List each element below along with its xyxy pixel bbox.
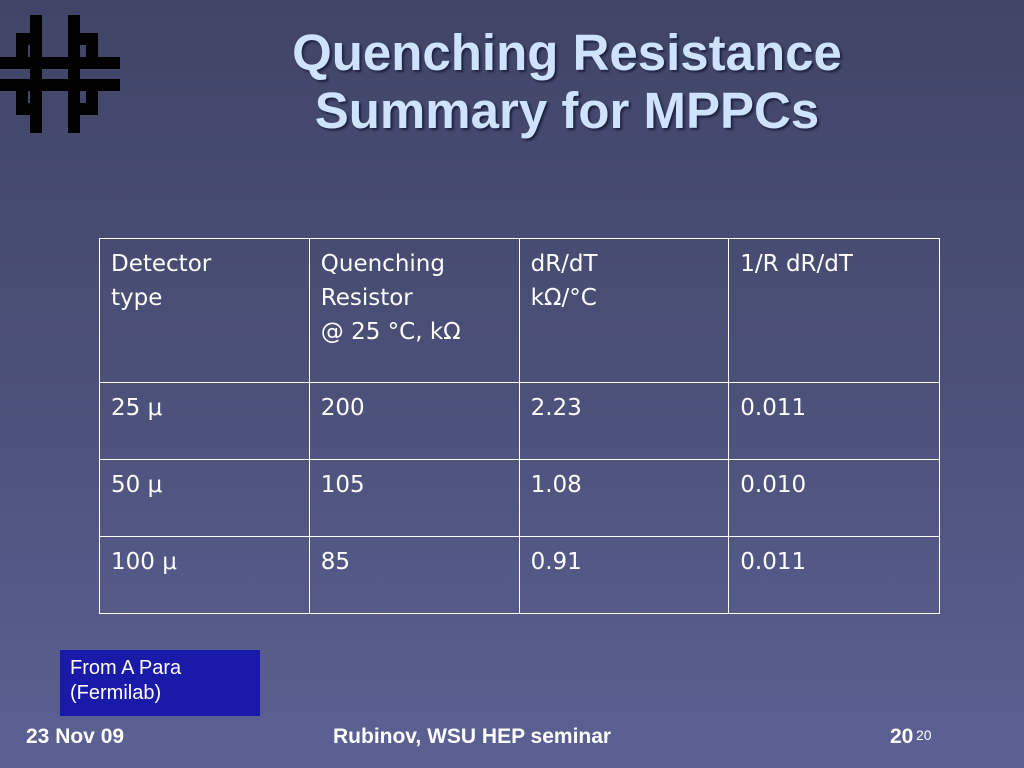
footer-presenter: Rubinov, WSU HEP seminar — [333, 725, 612, 748]
slide-number: 20 — [890, 725, 914, 748]
table-cell: 105 — [308, 459, 520, 537]
header-text: kΩ/°C — [530, 285, 597, 311]
table-cell: 1.08 — [518, 459, 730, 537]
table-cell: 85 — [308, 536, 520, 614]
title-line-2: Summary for MPPCs — [314, 82, 820, 139]
note-line-1: From A Para — [70, 657, 182, 679]
table-row: 25 μ 200 2.23 0.011 — [99, 382, 940, 460]
quenching-resistance-table: Detector type Quenching Resistor @ 25 °C… — [99, 238, 940, 614]
table-cell: 0.91 — [518, 536, 730, 614]
table-cell: 0.011 — [728, 536, 940, 614]
slide-number-superscript: 20 — [916, 727, 932, 743]
header-relative-dr-dt: 1/R dR/dT — [728, 238, 940, 383]
table-row: 50 μ 105 1.08 0.010 — [99, 459, 940, 537]
header-text: Quenching — [320, 251, 445, 277]
table-cell: 0.011 — [728, 382, 940, 460]
source-note: From A Para (Fermilab) — [60, 650, 260, 716]
table-header-row: Detector type Quenching Resistor @ 25 °C… — [99, 238, 940, 383]
table-cell: 0.010 — [728, 459, 940, 537]
header-text: Detector — [111, 251, 212, 277]
table-row: 100 μ 85 0.91 0.011 — [99, 536, 940, 614]
title-line-1: Quenching Resistance — [292, 24, 842, 81]
header-text: 1/R dR/dT — [740, 251, 853, 277]
header-text: Resistor — [320, 285, 413, 311]
note-line-2: (Fermilab) — [70, 682, 162, 704]
header-text: dR/dT — [530, 251, 598, 277]
header-text: type — [111, 285, 163, 311]
header-text: @ 25 °C, kΩ — [320, 319, 461, 345]
table-cell: 50 μ — [99, 459, 310, 537]
header-dr-dt: dR/dT kΩ/°C — [518, 238, 730, 383]
fermilab-logo — [0, 15, 120, 133]
table-cell: 25 μ — [99, 382, 310, 460]
table-cell: 100 μ — [99, 536, 310, 614]
header-quenching-resistor: Quenching Resistor @ 25 °C, kΩ — [308, 238, 520, 383]
slide-title: Quenching Resistance Summary for MPPCs — [130, 24, 1004, 140]
header-detector-type: Detector type — [99, 238, 310, 383]
footer-date: 23 Nov 09 — [26, 725, 125, 748]
table-cell: 2.23 — [518, 382, 730, 460]
table-cell: 200 — [308, 382, 520, 460]
